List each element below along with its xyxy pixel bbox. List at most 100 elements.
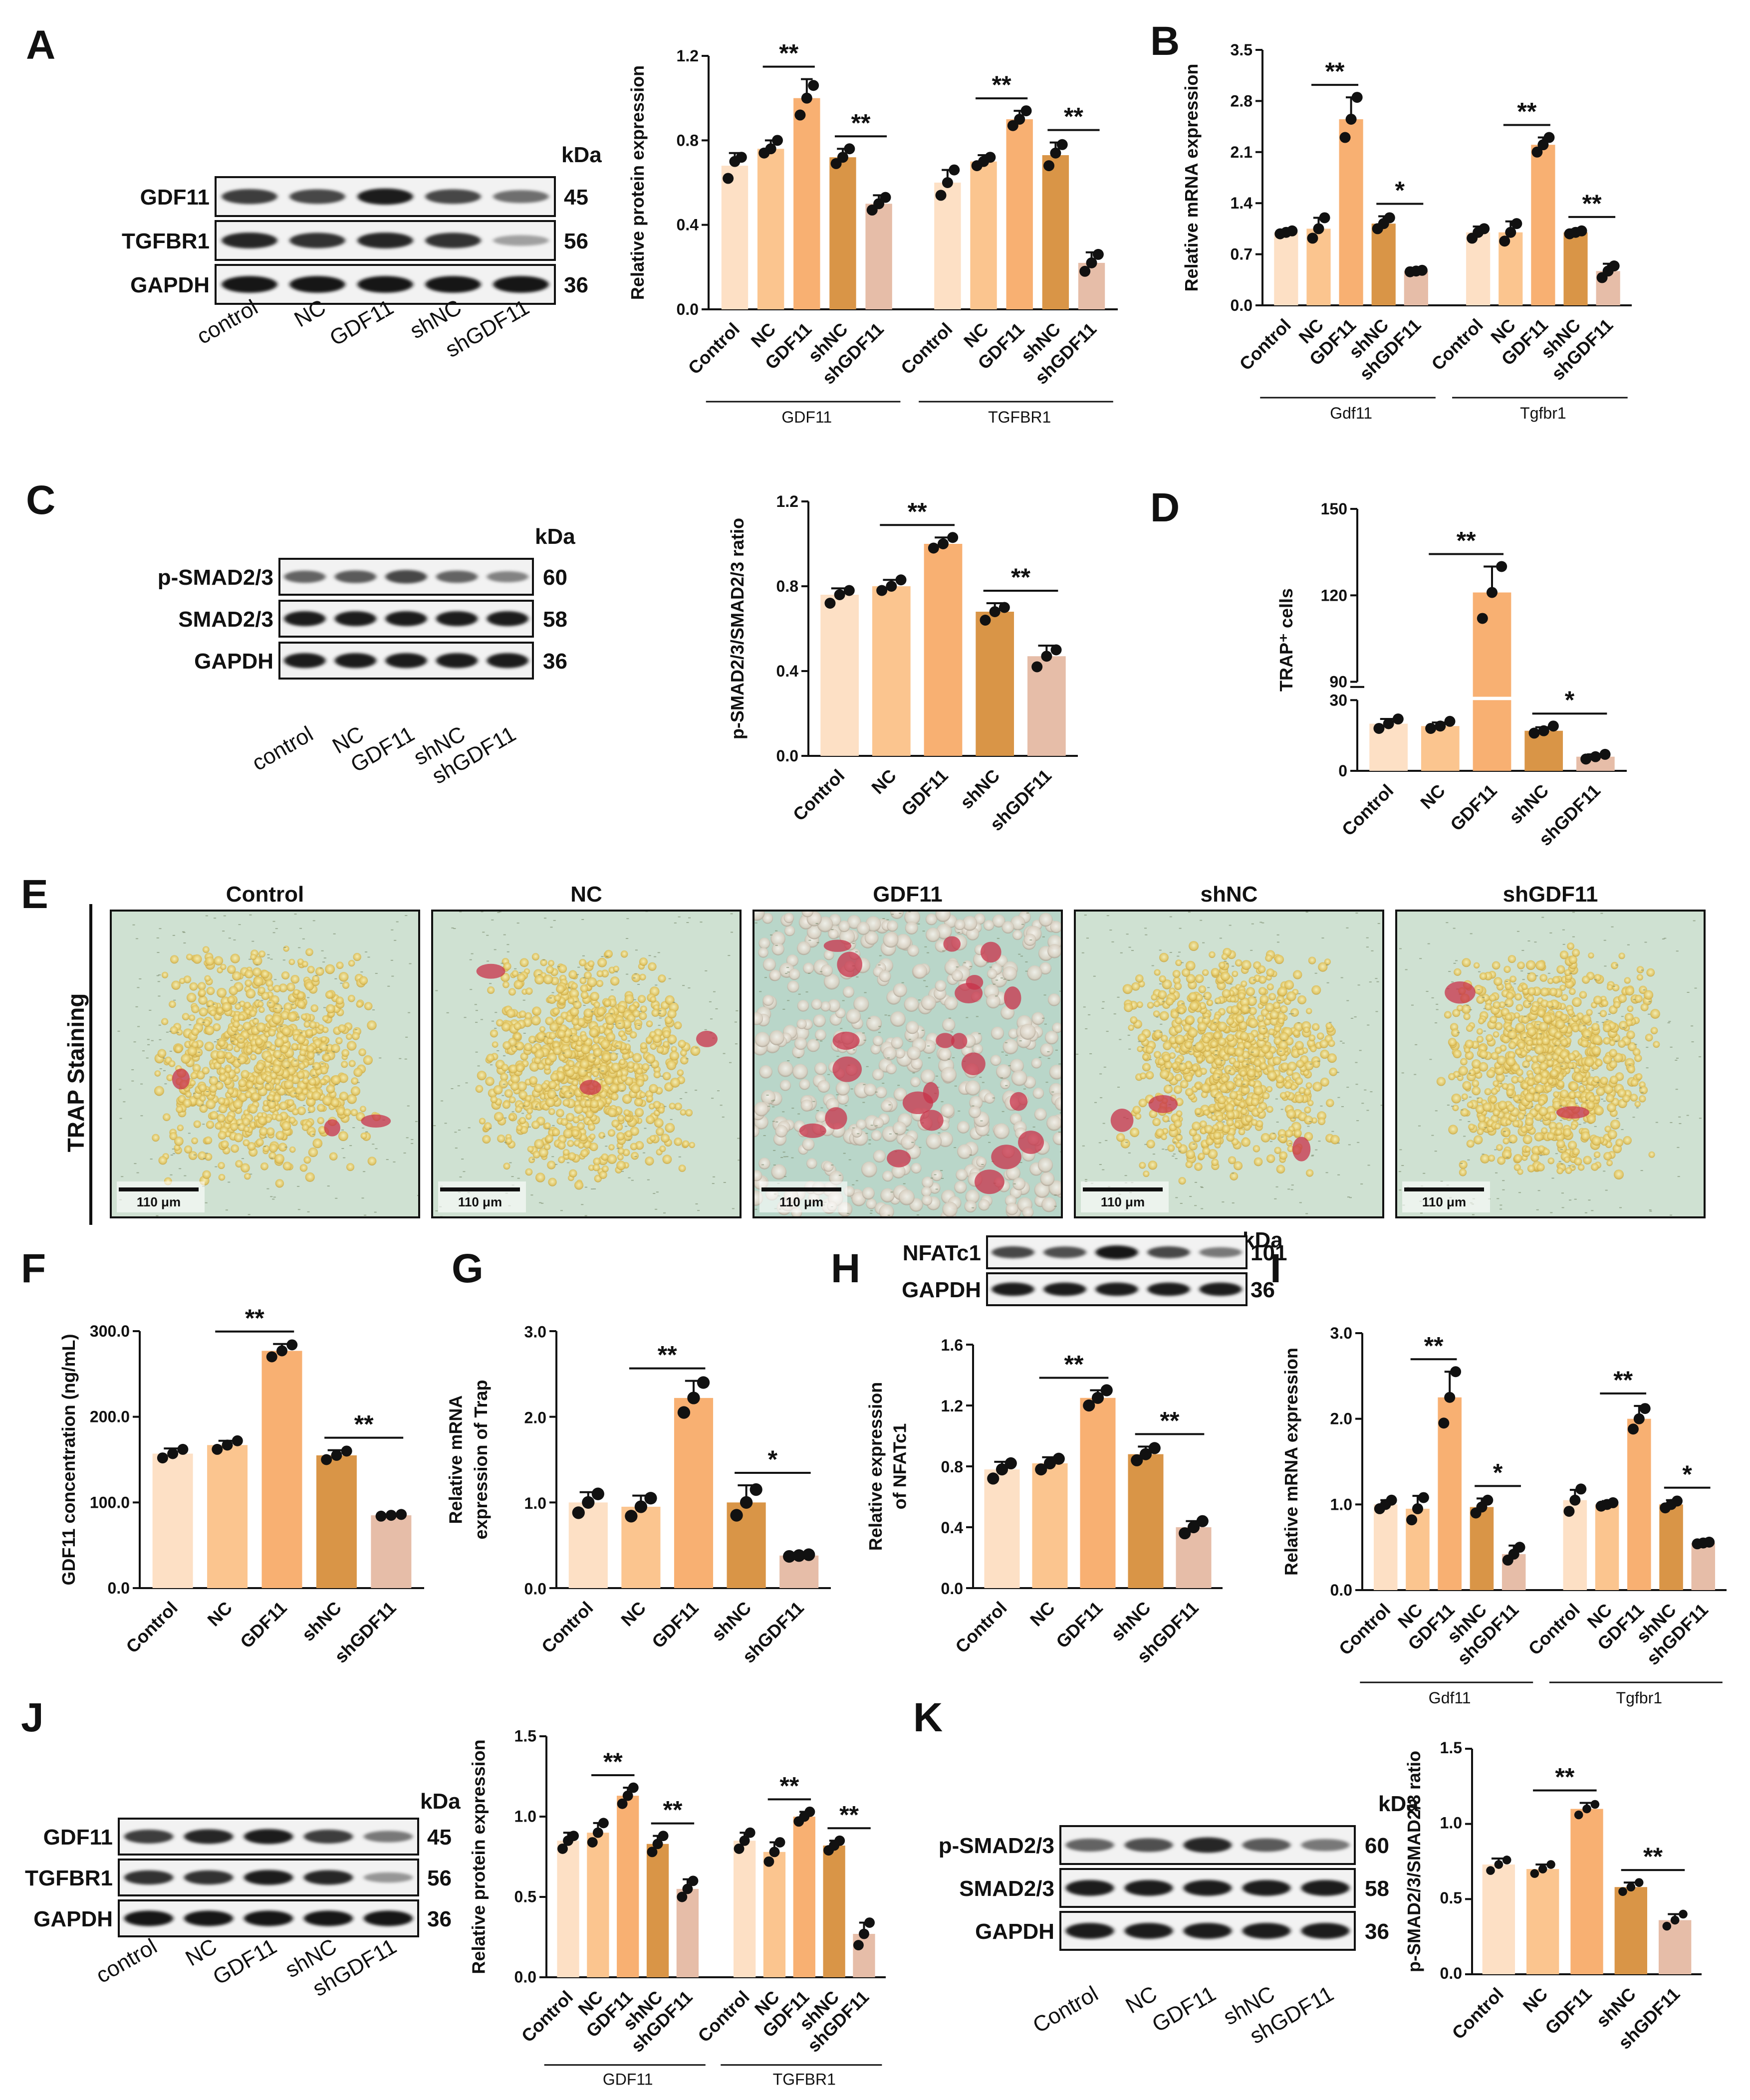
- cell: [241, 1070, 250, 1079]
- speck: [560, 1210, 563, 1211]
- cell: [360, 1132, 367, 1140]
- speck: [481, 911, 484, 913]
- cell: [753, 1126, 759, 1138]
- speck: [506, 951, 509, 952]
- speck: [451, 1088, 454, 1089]
- cell: [598, 1065, 608, 1075]
- y-tick-label: 0.0: [1330, 1581, 1352, 1599]
- cell: [1054, 1097, 1062, 1111]
- speck: [713, 1176, 716, 1177]
- speck: [375, 973, 378, 974]
- bar: [829, 157, 856, 309]
- cell: [358, 1048, 366, 1056]
- cell: [587, 1053, 596, 1063]
- cell: [665, 995, 675, 1005]
- cell: [617, 1154, 624, 1161]
- speck: [865, 1133, 868, 1134]
- cell: [306, 1044, 315, 1053]
- cell: [1569, 988, 1576, 995]
- cell: [611, 1063, 621, 1072]
- cell: [281, 971, 290, 980]
- trap-positive-cell: [832, 1031, 860, 1050]
- cell: [1305, 1082, 1312, 1089]
- speck: [183, 942, 186, 944]
- blot-band: [284, 611, 326, 627]
- data-point: [1043, 1457, 1056, 1469]
- speck: [198, 1052, 201, 1053]
- speck: [664, 1106, 667, 1107]
- blot-band: [1199, 1247, 1242, 1258]
- speck: [1369, 981, 1372, 983]
- speck: [1086, 937, 1089, 939]
- speck: [601, 1070, 604, 1072]
- speck: [1293, 1118, 1296, 1119]
- speck: [1106, 1031, 1109, 1032]
- cell: [257, 986, 265, 994]
- cell: [562, 1149, 570, 1156]
- cell: [1174, 1025, 1183, 1033]
- cell: [152, 1134, 160, 1142]
- speck: [1175, 1158, 1178, 1160]
- significance-label: **: [1064, 1351, 1084, 1379]
- cell: [895, 933, 912, 950]
- data-point: [864, 1917, 875, 1928]
- bar: [976, 612, 1014, 756]
- cell: [573, 1000, 582, 1009]
- speck: [1341, 1106, 1344, 1107]
- data-point: [1014, 114, 1025, 125]
- speck: [255, 964, 258, 966]
- speck: [1337, 1097, 1340, 1098]
- speck: [1054, 1205, 1057, 1207]
- speck: [888, 1104, 891, 1106]
- speck: [441, 1100, 444, 1102]
- cell: [244, 1001, 251, 1009]
- cell: [954, 919, 966, 931]
- speck: [1243, 1084, 1246, 1085]
- blot-protein-label: GDF11: [140, 185, 210, 210]
- cell: [649, 1135, 656, 1142]
- cell: [258, 1006, 265, 1013]
- y-tick-label: 0.4: [776, 662, 799, 680]
- speck: [163, 1070, 166, 1071]
- cell: [1285, 1129, 1293, 1138]
- blot-band: [244, 1829, 293, 1845]
- x-category-label: NC: [617, 1598, 650, 1631]
- speck: [459, 1176, 462, 1178]
- cell: [1171, 1062, 1179, 1069]
- speck: [355, 1029, 358, 1030]
- cell: [608, 1144, 615, 1151]
- speck: [140, 1115, 143, 1117]
- speck: [783, 1156, 786, 1158]
- cell: [545, 1058, 552, 1065]
- cell: [233, 1020, 240, 1028]
- cell: [244, 1126, 250, 1133]
- speck: [516, 923, 519, 924]
- micrograph-title: Control: [226, 882, 304, 907]
- cell: [563, 1090, 572, 1099]
- speck: [173, 999, 176, 1001]
- cell: [275, 1114, 283, 1122]
- data-point: [1083, 1399, 1095, 1412]
- speck: [237, 1059, 240, 1060]
- cell: [956, 1168, 968, 1181]
- cell: [540, 959, 547, 966]
- cell: [823, 1161, 834, 1172]
- bar: [1339, 119, 1363, 305]
- speck: [274, 979, 277, 980]
- speck: [852, 942, 855, 944]
- speck: [730, 932, 733, 933]
- cell: [335, 996, 344, 1005]
- cell: [592, 1164, 600, 1171]
- speck: [734, 1021, 737, 1023]
- blot-band: [1242, 1880, 1291, 1896]
- cell: [266, 999, 275, 1008]
- blot-lane-label: Control: [1029, 1981, 1102, 2038]
- cell: [261, 991, 269, 1000]
- cell: [624, 1115, 631, 1122]
- cell: [666, 1060, 677, 1070]
- speck: [1366, 946, 1369, 948]
- cell: [268, 1144, 278, 1153]
- blot-band: [222, 233, 277, 248]
- data-point: [1043, 160, 1055, 172]
